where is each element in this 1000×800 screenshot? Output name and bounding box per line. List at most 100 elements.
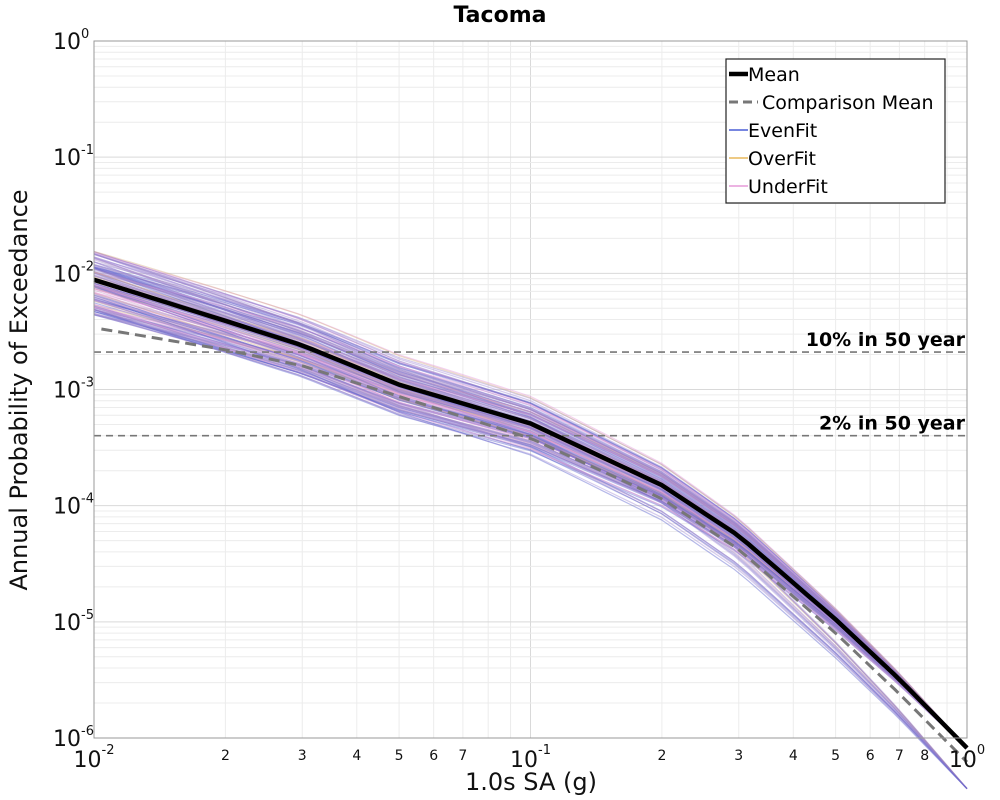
- x-minor-tick-label: 6: [429, 748, 438, 764]
- fit-curve: [93, 252, 968, 749]
- x-minor-tick-label: 3: [298, 748, 307, 764]
- fit-curve: [93, 257, 968, 749]
- fit-curve: [93, 261, 968, 749]
- y-axis-label: Annual Probability of Exceedance: [5, 189, 33, 590]
- y-tick-label: 10-4: [53, 492, 94, 520]
- y-tick-label: 10-6: [53, 724, 94, 752]
- x-minor-tick-label: 6: [866, 748, 875, 764]
- y-tick-label: 10-5: [53, 608, 94, 636]
- legend: Mean Comparison Mean EvenFit OverFit UnderFi…: [725, 58, 946, 204]
- x-minor-tick-label: 2: [221, 748, 230, 764]
- fit-curve: [93, 266, 968, 749]
- chart-title: Tacoma: [454, 3, 547, 28]
- fit-curve: [93, 257, 968, 749]
- fit-curve: [93, 310, 968, 749]
- fit-curve: [93, 250, 968, 749]
- x-minor-tick-label: 2: [657, 748, 666, 764]
- fit-curve: [93, 308, 968, 749]
- grid-lines: [93, 41, 967, 739]
- fit-curve: [93, 294, 968, 749]
- y-tick-label: 100: [53, 27, 89, 55]
- x-minor-tick-label: 7: [895, 748, 904, 764]
- fit-curve: [93, 307, 968, 749]
- x-minor-tick-label: 5: [831, 748, 840, 764]
- fit-curve: [93, 288, 968, 749]
- fit-curve: [93, 298, 968, 749]
- x-tick-label: 100: [949, 743, 985, 773]
- fit-curve: [93, 298, 968, 749]
- fit-curve: [93, 277, 968, 749]
- fit-curve: [93, 282, 968, 749]
- fit-curve: [93, 313, 968, 749]
- legend-entry: Comparison Mean: [762, 92, 934, 114]
- legend-entry: Mean: [748, 64, 800, 86]
- fit-curve: [93, 312, 968, 790]
- fit-curve: [93, 285, 968, 749]
- fit-curve: [93, 256, 968, 749]
- fit-curve: [93, 283, 968, 790]
- y-tick-label: 10-3: [53, 376, 94, 404]
- fit-curve: [93, 298, 968, 749]
- fit-curve: [93, 266, 968, 749]
- fit-curve: [93, 252, 968, 749]
- fit-curve: [93, 292, 968, 749]
- fit-curve: [93, 266, 968, 749]
- fit-curve: [93, 266, 968, 749]
- x-tick-label: 10-1: [510, 743, 551, 773]
- fit-curve: [93, 284, 968, 749]
- y-tick-label: 10-1: [53, 143, 94, 171]
- fit-curve: [93, 270, 968, 749]
- fit-curve: [93, 302, 968, 790]
- legend-box: [725, 58, 946, 204]
- mean-curves: [93, 277, 969, 764]
- reference-line-label: 2% in 50 year: [819, 413, 966, 435]
- fit-curve: [93, 288, 968, 749]
- x-minor-tick-label: 4: [352, 748, 361, 764]
- fit-curve: [93, 296, 968, 790]
- fit-curve: [93, 253, 968, 749]
- fit-curve: [93, 282, 968, 749]
- fit-curve: [93, 253, 968, 790]
- fit-curve: [93, 268, 968, 749]
- fit-curve: [93, 277, 968, 749]
- fit-curve: [93, 271, 968, 749]
- fit-curve: [93, 307, 968, 790]
- fit-curve: [93, 268, 968, 749]
- fit-curve: [93, 272, 968, 790]
- comparison-mean-line: [101, 327, 969, 764]
- fit-curve: [93, 284, 968, 790]
- x-minor-tick-label: 3: [734, 748, 743, 764]
- x-minor-tick-label: 5: [395, 748, 404, 764]
- fit-curve: [93, 251, 968, 749]
- y-axis-ticks: 100 10-1 10-2 10-3 10-4 10-5 10-6: [53, 27, 94, 752]
- legend-entry: EvenFit: [748, 120, 817, 142]
- plot-frame: [93, 40, 968, 739]
- legend-entry: UnderFit: [748, 176, 828, 198]
- fit-curve: [93, 269, 968, 749]
- fit-curve: [93, 285, 968, 790]
- fit-curve: [93, 314, 968, 790]
- fit-curve: [93, 267, 968, 749]
- fit-curve: [93, 251, 968, 749]
- x-minor-tick-label: 8: [920, 748, 929, 764]
- fit-curve: [93, 263, 968, 790]
- fit-curve: [93, 264, 968, 749]
- fit-curve: [93, 276, 968, 749]
- fit-curve: [93, 256, 968, 749]
- fit-curve: [93, 278, 968, 749]
- fit-curve: [93, 266, 968, 749]
- fit-curve: [93, 282, 968, 749]
- x-tick-label: 10-2: [74, 743, 115, 773]
- x-axis-label: 1.0s SA (g): [465, 768, 597, 796]
- x-minor-tick-label: 4: [789, 748, 798, 764]
- fit-curve: [93, 253, 968, 749]
- fit-curve: [93, 309, 968, 749]
- legend-entry: OverFit: [748, 148, 816, 170]
- fit-curve: [93, 264, 968, 749]
- x-minor-tick-label: 7: [458, 748, 467, 764]
- fit-curve: [93, 293, 968, 749]
- reference-line-label: 10% in 50 year: [806, 329, 966, 351]
- fit-curve: [93, 298, 968, 749]
